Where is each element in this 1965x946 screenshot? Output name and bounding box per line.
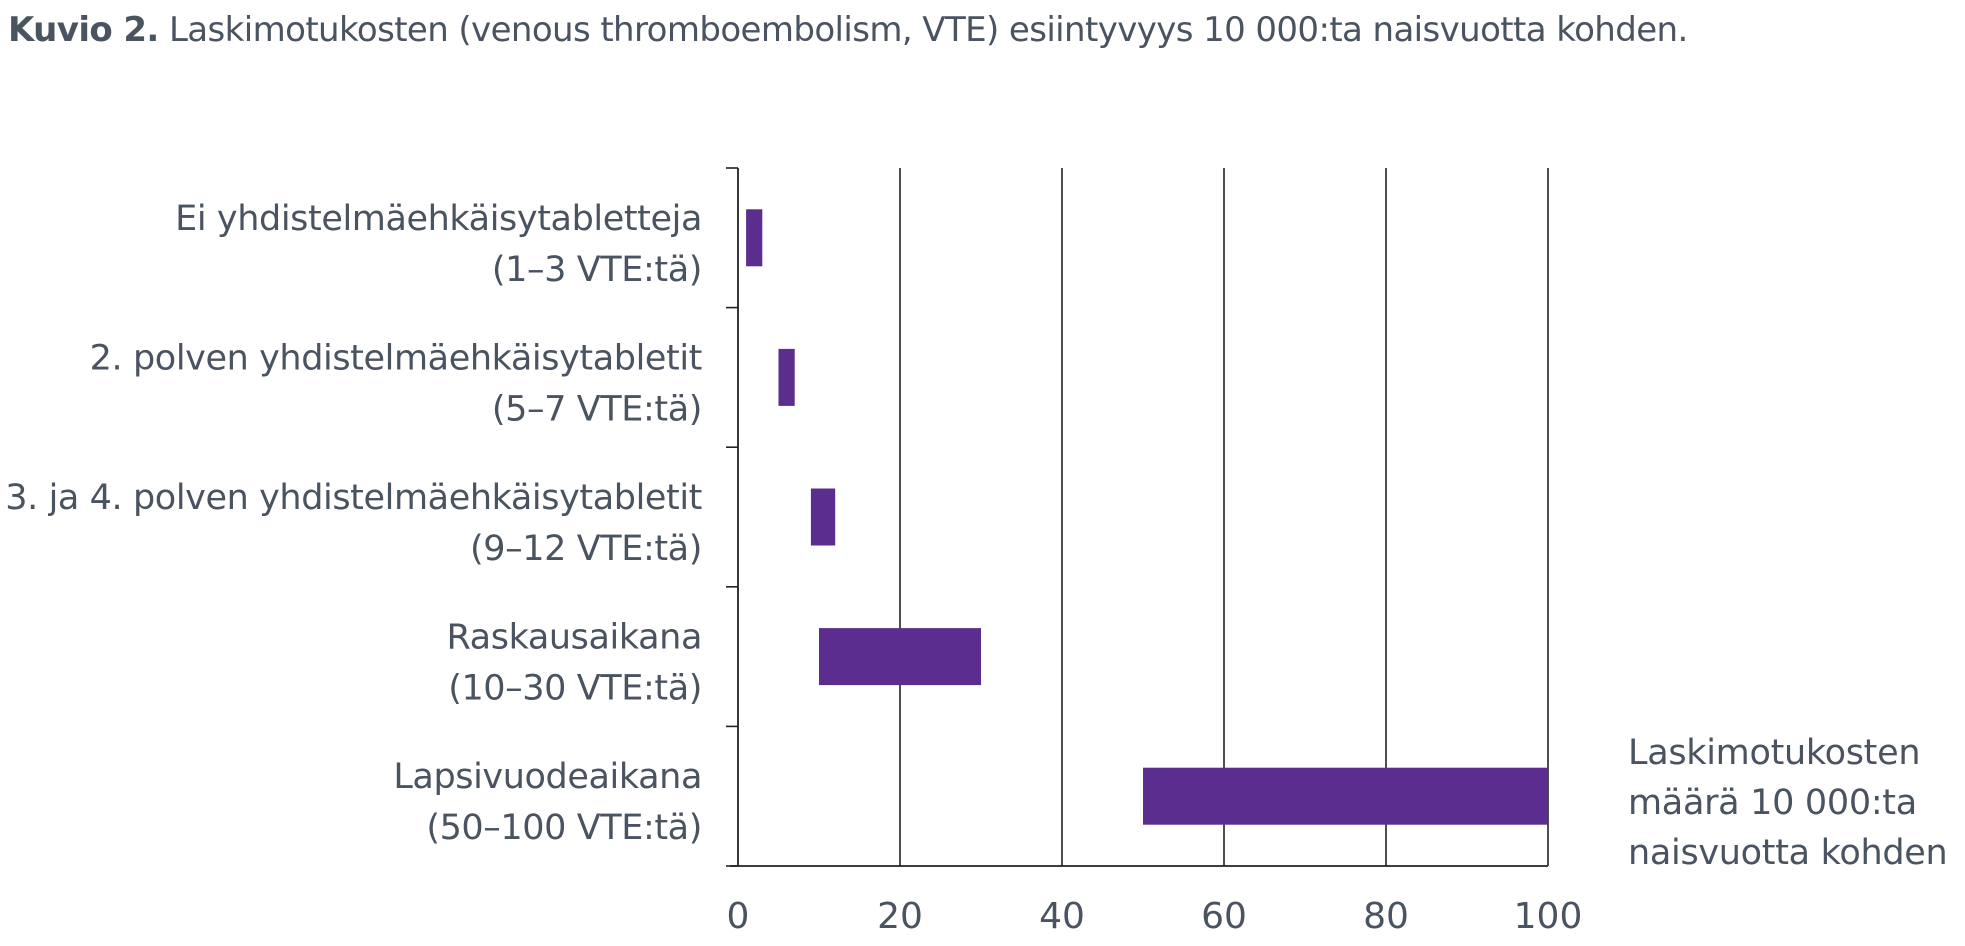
x-tick-label-20: 20 <box>877 896 923 937</box>
x-tick-label-60: 60 <box>1201 896 1247 937</box>
caption-text: Laskimotukosten (venous thromboembolism,… <box>168 10 1688 50</box>
x-tick-label-100: 100 <box>1514 896 1583 937</box>
bar-3 <box>819 628 981 686</box>
x-tick-label-80: 80 <box>1363 896 1409 937</box>
figure-caption: Kuvio 2. Laskimotukosten (venous thrombo… <box>8 10 1688 50</box>
category-label-4: Lapsivuodeaikana (50–100 VTE:tä) <box>393 757 702 848</box>
bar-1 <box>778 348 795 406</box>
category-label-0: Ei yhdistelmäehkäisytabletteja (1–3 VTE:t… <box>175 199 702 290</box>
category-label-3: Raskausaikana (10–30 VTE:tä) <box>447 618 702 709</box>
x-tick-label-0: 0 <box>727 896 750 937</box>
bar-2 <box>810 488 836 546</box>
bar-0 <box>746 209 763 267</box>
x-axis-unit-label: Laskimotukosten määrä 10 000:ta naisvuotta… <box>1628 733 1947 873</box>
caption-lead: Kuvio 2. <box>8 10 159 50</box>
bar-4 <box>1143 767 1548 825</box>
category-label-1: 2. polven yhdistelmäehkäisytabletit (5–7 … <box>90 338 702 429</box>
x-tick-label-40: 40 <box>1039 896 1085 937</box>
category-label-2: 3. ja 4. polven yhdistelmäehkäisytableti… <box>5 478 702 569</box>
